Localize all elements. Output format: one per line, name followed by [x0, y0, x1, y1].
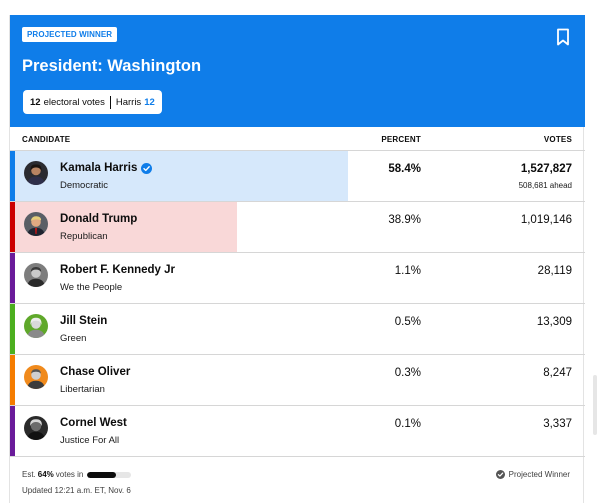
party-name: Green: [60, 333, 87, 344]
electoral-votes-count: 12: [30, 96, 41, 108]
vote-margin: 508,681 ahead: [518, 181, 572, 190]
avatar: [24, 365, 48, 389]
avatar: [24, 212, 48, 236]
pill-divider: [109, 95, 111, 109]
vote-count: 1,019,146: [520, 214, 572, 226]
candidate-row-trump: Donald Trump Republican 38.9% 1,019,146: [10, 202, 585, 253]
party-name: Republican: [60, 231, 108, 242]
projected-winner-badge: PROJECTED WINNER: [22, 27, 118, 42]
candidate-row-west: Cornel West Justice For All 0.1% 3,337: [10, 406, 585, 457]
bookmark-icon[interactable]: [556, 28, 570, 46]
party-color-stripe: [10, 355, 15, 405]
results-header: PROJECTED WINNER President: Washington 1…: [10, 15, 585, 127]
vote-percent: 0.3%: [394, 367, 421, 379]
column-headers: CANDIDATE PERCENT VOTES: [10, 127, 585, 151]
candidate-name: Kamala Harris: [60, 162, 153, 174]
results-card: PROJECTED WINNER President: Washington 1…: [9, 15, 585, 503]
avatar: [24, 416, 48, 440]
projected-winner-label: Projected Winner: [508, 470, 570, 479]
candidate-name-text: Jill Stein: [60, 315, 108, 327]
vote-share-bar: [15, 151, 348, 201]
vote-percent: 58.4%: [388, 163, 421, 175]
electoral-votes-label: electoral votes: [43, 96, 105, 108]
winner-electoral-votes: 12: [144, 96, 155, 108]
estimate-value: 64%: [37, 470, 54, 479]
party-color-stripe: [10, 406, 15, 456]
candidate-row-kennedy: Robert F. Kennedy Jr We the People 1.1% …: [10, 253, 585, 304]
last-updated: Updated 12:21 a.m. ET, Nov. 6: [22, 486, 131, 495]
vote-percent: 0.5%: [394, 316, 421, 328]
column-header-votes: VOTES: [543, 135, 572, 144]
party-name: We the People: [60, 282, 123, 293]
candidate-name: Jill Stein: [60, 315, 107, 327]
vote-count: 28,119: [537, 265, 572, 277]
estimate-prefix: Est.: [22, 470, 36, 479]
party-color-stripe: [10, 151, 15, 201]
vote-count: 13,309: [536, 316, 572, 328]
candidate-row-harris: Kamala Harris Democratic 58.4% 1,527,827…: [10, 151, 585, 202]
avatar: [24, 161, 48, 185]
party-name: Democratic: [60, 180, 109, 191]
column-header-candidate: CANDIDATE: [22, 135, 71, 144]
candidate-name: Chase Oliver: [60, 366, 130, 378]
vote-percent: 0.1%: [394, 418, 421, 430]
candidate-row-oliver: Chase Oliver Libertarian 0.3% 8,247: [10, 355, 585, 406]
vote-count: 1,527,827: [520, 163, 572, 175]
winner-name: Harris: [115, 96, 142, 108]
party-color-stripe: [10, 253, 15, 303]
vote-count: 3,337: [543, 418, 572, 430]
vote-percent: 1.1%: [394, 265, 421, 277]
progress-fill: [87, 471, 116, 478]
vote-count: 8,247: [543, 367, 572, 379]
party-name: Libertarian: [60, 384, 105, 395]
projected-winner-legend: Projected Winner: [495, 470, 570, 479]
check-circle-icon: [495, 470, 505, 479]
candidate-name: Donald Trump: [60, 213, 137, 225]
candidate-name-text: Chase Oliver: [60, 366, 131, 378]
candidate-name-text: Cornel West: [60, 417, 127, 429]
candidate-name: Cornel West: [60, 417, 127, 429]
party-name: Justice For All: [60, 435, 120, 446]
electoral-votes-pill: 12 electoral votes Harris 12: [23, 90, 162, 114]
column-header-percent: PERCENT: [381, 135, 421, 144]
race-title: President: Washington: [22, 57, 202, 75]
votes-in-estimate: Est. 64% votes in: [22, 470, 132, 479]
vote-share-bar: [15, 202, 237, 252]
verified-check-icon: [141, 162, 153, 174]
candidate-name: Robert F. Kennedy Jr: [60, 264, 175, 276]
avatar: [24, 263, 48, 287]
votes-in-progress-bar: [87, 471, 132, 478]
candidate-name-text: Kamala Harris: [60, 162, 138, 174]
candidate-row-stein: Jill Stein Green 0.5% 13,309: [10, 304, 585, 355]
party-color-stripe: [10, 304, 15, 354]
scrollbar-thumb[interactable]: [593, 375, 597, 435]
candidate-name-text: Robert F. Kennedy Jr: [60, 264, 176, 276]
vote-percent: 38.9%: [388, 214, 421, 226]
candidate-name-text: Donald Trump: [60, 213, 138, 225]
estimate-suffix: votes in: [55, 470, 84, 479]
avatar: [24, 314, 48, 338]
party-color-stripe: [10, 202, 15, 252]
